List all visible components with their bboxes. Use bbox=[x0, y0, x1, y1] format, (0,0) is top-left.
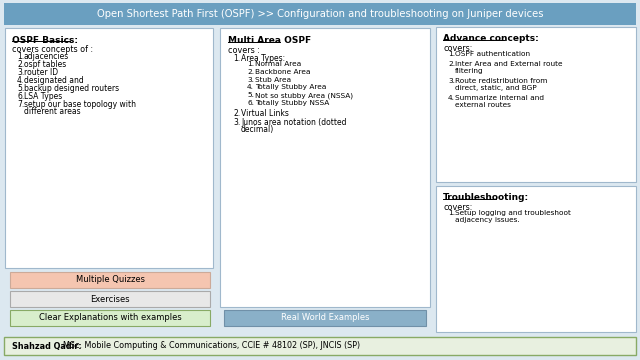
Text: Setup logging and troubleshoot: Setup logging and troubleshoot bbox=[455, 210, 571, 216]
Text: backup designed routers: backup designed routers bbox=[24, 84, 119, 93]
Text: direct, static, and BGP: direct, static, and BGP bbox=[455, 85, 537, 91]
Text: 1.: 1. bbox=[448, 51, 455, 57]
Text: LSA Types: LSA Types bbox=[24, 92, 62, 101]
FancyBboxPatch shape bbox=[436, 27, 636, 182]
Text: Undrackted.: Undrackted. bbox=[85, 220, 145, 230]
Text: adjacency issues.: adjacency issues. bbox=[455, 217, 520, 223]
Text: 5.: 5. bbox=[17, 84, 24, 93]
Text: 2.: 2. bbox=[233, 109, 240, 118]
Text: 4.: 4. bbox=[448, 95, 455, 101]
Text: external routes: external routes bbox=[455, 102, 511, 108]
Text: Stub Area: Stub Area bbox=[255, 77, 291, 82]
Text: OSPF Basics:: OSPF Basics: bbox=[12, 36, 78, 45]
FancyBboxPatch shape bbox=[10, 291, 210, 307]
Text: 1.: 1. bbox=[448, 210, 455, 216]
Text: 3.: 3. bbox=[17, 68, 24, 77]
Text: ospf tables: ospf tables bbox=[24, 60, 67, 69]
Text: Open Shortest Path First (OSPF) >> Configuration and troubleshooting on Juniper : Open Shortest Path First (OSPF) >> Confi… bbox=[97, 9, 543, 19]
Text: Junos area notation (dotted: Junos area notation (dotted bbox=[241, 118, 346, 127]
Text: Clear Explanations with examples: Clear Explanations with examples bbox=[38, 314, 181, 323]
FancyBboxPatch shape bbox=[4, 337, 636, 355]
FancyBboxPatch shape bbox=[5, 28, 213, 268]
Text: 2.: 2. bbox=[448, 61, 455, 67]
Text: 1.: 1. bbox=[247, 61, 254, 67]
Text: different areas: different areas bbox=[24, 107, 81, 116]
Text: Summarize internal and: Summarize internal and bbox=[455, 95, 544, 101]
Text: Inter Area and External route: Inter Area and External route bbox=[455, 61, 563, 67]
Text: Normal Area: Normal Area bbox=[255, 61, 301, 67]
Text: 3.: 3. bbox=[233, 118, 240, 127]
FancyBboxPatch shape bbox=[4, 3, 636, 25]
FancyBboxPatch shape bbox=[10, 272, 210, 288]
Text: adjacencies: adjacencies bbox=[24, 52, 69, 61]
FancyBboxPatch shape bbox=[10, 310, 210, 326]
Text: covers:: covers: bbox=[443, 203, 472, 212]
Text: Totally Stubby NSSA: Totally Stubby NSSA bbox=[255, 100, 329, 106]
Text: Not so stubby Area (NSSA): Not so stubby Area (NSSA) bbox=[255, 92, 353, 99]
FancyBboxPatch shape bbox=[220, 28, 430, 307]
Text: 1.: 1. bbox=[233, 54, 240, 63]
Text: Track This (SP): Track This (SP) bbox=[285, 220, 356, 230]
Text: covers:: covers: bbox=[443, 44, 472, 53]
Text: 2.: 2. bbox=[247, 69, 254, 75]
Text: router ID: router ID bbox=[24, 68, 58, 77]
Text: Multi Area OSPF: Multi Area OSPF bbox=[228, 36, 311, 45]
Text: Multiple Quizzes: Multiple Quizzes bbox=[76, 275, 145, 284]
Text: Virtual Links: Virtual Links bbox=[241, 109, 289, 118]
Text: 5.: 5. bbox=[247, 92, 254, 98]
Text: 3.: 3. bbox=[247, 77, 254, 82]
FancyBboxPatch shape bbox=[436, 186, 636, 332]
Text: MSc. Mobile Computing & Communications, CCIE # 48102 (SP), JNCIS (SP): MSc. Mobile Computing & Communications, … bbox=[58, 342, 360, 351]
Text: 6.: 6. bbox=[247, 100, 254, 106]
Text: covers :: covers : bbox=[228, 46, 260, 55]
Text: OSPF authentication: OSPF authentication bbox=[455, 51, 530, 57]
Text: designated and: designated and bbox=[24, 76, 84, 85]
Text: Route redistribution from: Route redistribution from bbox=[455, 78, 547, 84]
Text: 2.: 2. bbox=[17, 60, 24, 69]
Text: Troubleshooting:: Troubleshooting: bbox=[443, 193, 529, 202]
Text: covers concepts of :: covers concepts of : bbox=[12, 45, 93, 54]
Text: Totally Stubby Area: Totally Stubby Area bbox=[255, 84, 326, 90]
FancyBboxPatch shape bbox=[224, 310, 426, 326]
Text: filtering: filtering bbox=[455, 68, 484, 74]
Text: 7.: 7. bbox=[17, 100, 24, 109]
Text: Shahzad Qadir:: Shahzad Qadir: bbox=[12, 342, 82, 351]
Text: Real World Examples: Real World Examples bbox=[281, 314, 369, 323]
Text: 4.: 4. bbox=[17, 76, 24, 85]
Text: 4.: 4. bbox=[247, 84, 254, 90]
Text: 6.: 6. bbox=[17, 92, 24, 101]
Text: 1.: 1. bbox=[17, 52, 24, 61]
Text: Backbone Area: Backbone Area bbox=[255, 69, 310, 75]
Text: 3.: 3. bbox=[448, 78, 455, 84]
Text: Advance concepts:: Advance concepts: bbox=[443, 34, 539, 43]
Text: setup our base topology with: setup our base topology with bbox=[24, 100, 136, 109]
Text: Area Types:: Area Types: bbox=[241, 54, 285, 63]
Text: decimal): decimal) bbox=[241, 125, 275, 134]
Text: Exercises: Exercises bbox=[90, 294, 130, 303]
